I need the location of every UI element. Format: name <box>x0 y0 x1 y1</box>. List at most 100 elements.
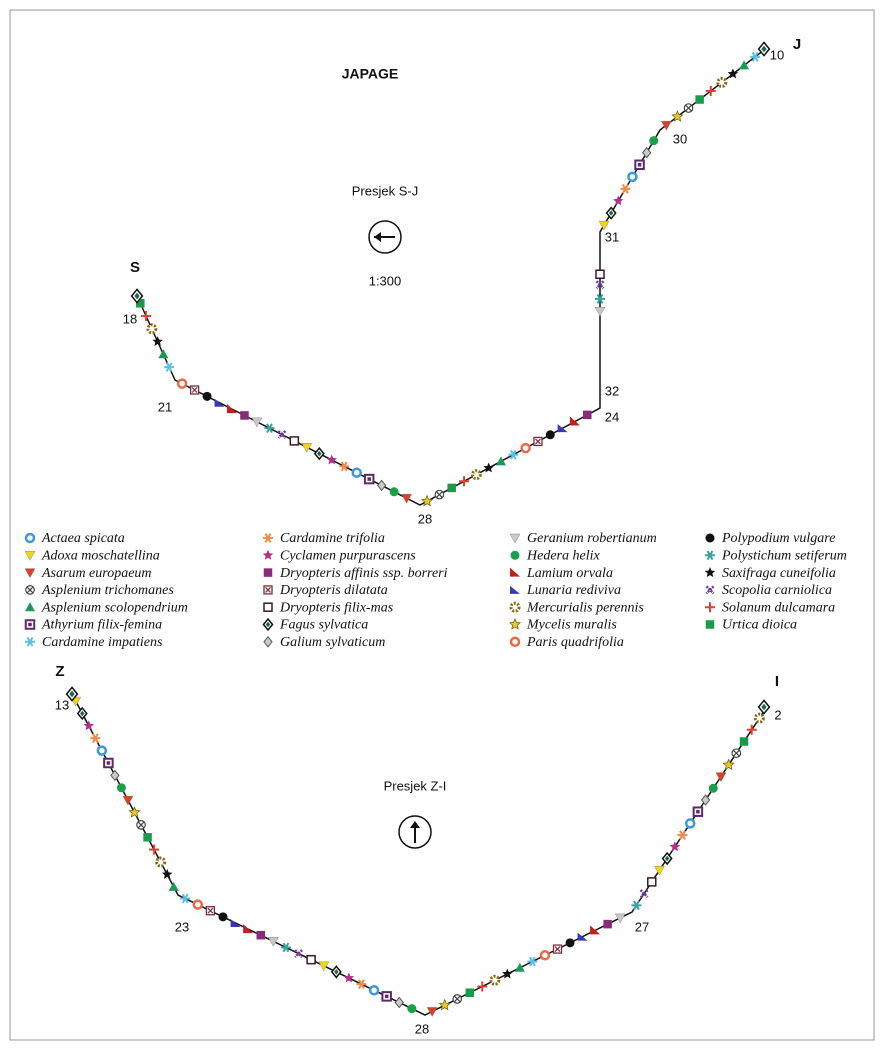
transect-label: Presjek Z-I <box>384 778 447 793</box>
symbol <box>205 906 216 916</box>
symbol-part <box>367 477 371 481</box>
symbol-part <box>649 136 659 146</box>
symbol <box>24 551 36 561</box>
symbol-part <box>263 602 273 612</box>
symbol-part <box>608 210 614 216</box>
symbol <box>343 972 355 983</box>
symbol <box>214 398 225 407</box>
legend-label: Mercurialis perennis <box>526 600 644 615</box>
legend-label: Dryopteris filix-mas <box>279 600 394 615</box>
symbol <box>227 404 238 414</box>
symbol-part <box>343 972 355 983</box>
symbol <box>627 171 638 183</box>
symbol <box>753 712 765 724</box>
symbol <box>508 618 522 630</box>
symbol <box>76 706 88 721</box>
symbol <box>705 585 715 595</box>
symbol <box>716 76 728 88</box>
symbol-part <box>294 949 303 958</box>
symbol-part <box>453 995 461 1003</box>
symbol <box>731 748 742 759</box>
symbol-part <box>152 336 163 346</box>
symbol <box>24 532 36 544</box>
symbol-part <box>520 442 531 454</box>
legend-label: Solanum dulcamara <box>722 600 835 615</box>
symbol-part <box>265 621 271 628</box>
symbol <box>477 981 488 992</box>
legend-label: Fagus sylvatica <box>279 618 368 633</box>
symbol <box>161 868 173 879</box>
symbol <box>705 533 715 543</box>
symbol <box>595 269 605 279</box>
symbol <box>594 307 606 317</box>
symbol <box>306 954 316 965</box>
symbol-part <box>704 567 716 577</box>
symbol <box>420 494 434 507</box>
symbol-part <box>356 979 367 989</box>
symbol-part <box>535 438 541 445</box>
end-label: I <box>775 673 779 690</box>
symbol <box>649 136 659 146</box>
symbol-part <box>180 893 191 904</box>
symbol <box>739 60 750 70</box>
symbol-part <box>647 877 657 887</box>
symbol-part <box>631 900 642 911</box>
symbol <box>489 974 501 986</box>
symbol <box>263 585 273 595</box>
symbol <box>83 720 94 731</box>
legend-label: Urtica dioica <box>722 618 797 633</box>
symbol <box>189 385 200 395</box>
symbol <box>527 956 538 967</box>
symbol-part <box>669 841 681 852</box>
scale-label: 1:300 <box>369 273 402 288</box>
symbol <box>605 206 617 220</box>
symbol-part <box>705 533 715 543</box>
symbol <box>631 900 642 911</box>
symbol <box>620 184 631 194</box>
symbol-part <box>514 962 525 972</box>
symbol <box>381 991 392 1002</box>
symbol-part <box>447 483 456 493</box>
symbol-part <box>384 994 389 999</box>
symbol <box>661 851 673 866</box>
symbol-part <box>161 868 173 879</box>
symbol-part <box>470 469 482 481</box>
symbol <box>141 311 152 322</box>
symbol <box>692 806 704 817</box>
station-label: 10 <box>770 47 784 62</box>
symbol-part <box>256 930 266 940</box>
symbol-part <box>289 436 300 446</box>
symbol <box>470 469 482 481</box>
symbol-part <box>642 146 652 159</box>
symbol-part <box>192 899 204 910</box>
symbol <box>164 362 175 372</box>
symbol-part <box>24 532 36 544</box>
station-label: 28 <box>418 511 432 526</box>
symbol-part <box>677 830 688 840</box>
symbol <box>280 942 291 953</box>
symbol <box>510 567 520 577</box>
symbol <box>661 120 672 131</box>
symbol <box>613 195 624 206</box>
symbol <box>705 620 715 629</box>
symbol <box>590 925 601 935</box>
symbol <box>583 410 592 420</box>
symbol <box>116 783 126 793</box>
symbol-part <box>264 423 275 434</box>
symbol-part <box>671 110 684 122</box>
symbol-part <box>583 410 592 420</box>
symbol-part <box>141 311 152 322</box>
symbol <box>394 996 404 1009</box>
symbol <box>677 830 688 840</box>
symbol <box>243 924 254 934</box>
legend-label: Saxifraga cuneifolia <box>722 566 836 581</box>
symbol <box>128 806 141 818</box>
symbol-part <box>508 618 522 630</box>
symbol-part <box>149 844 160 855</box>
legend-label: Geranium robertianum <box>527 531 657 546</box>
symbol <box>757 41 771 57</box>
symbol <box>750 52 761 62</box>
symbol-part <box>263 568 273 577</box>
symbol <box>363 473 375 485</box>
symbol-part <box>620 184 631 194</box>
